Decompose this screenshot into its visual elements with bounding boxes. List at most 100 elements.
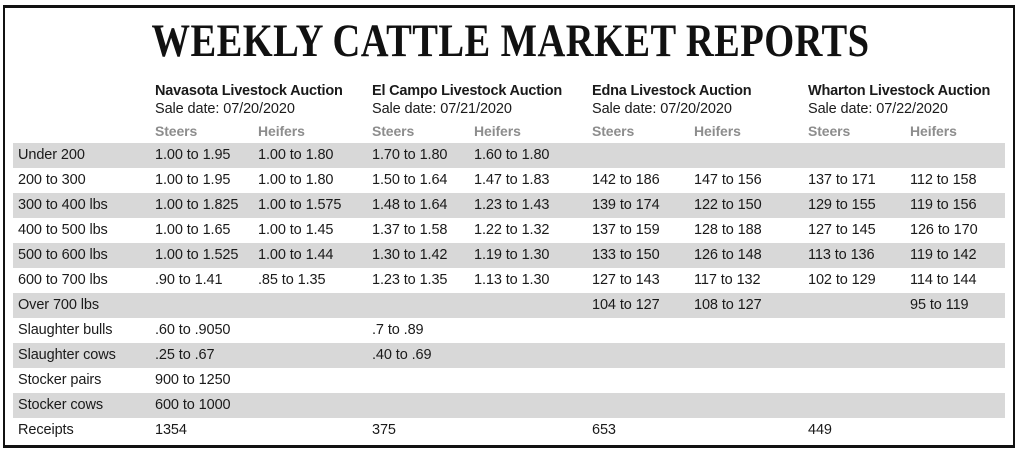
table-row: 300 to 400 lbs 1.00 to 1.825 1.00 to 1.575… <box>0 193 1021 218</box>
row-band <box>13 243 1005 268</box>
auction-name-edna: Edna Livestock Auction <box>592 83 752 99</box>
cell-navasota-steers: .60 to .9050 <box>155 322 231 338</box>
auction-sale-date-elcampo: Sale date: 07/21/2020 <box>372 101 512 117</box>
auction-sale-date-wharton: Sale date: 07/22/2020 <box>808 101 948 117</box>
cell-navasota-steers: 1.00 to 1.825 <box>155 197 239 213</box>
cell-wharton-heifers: 95 to 119 <box>910 297 969 313</box>
auction-sale-date-navasota: Sale date: 07/20/2020 <box>155 101 295 117</box>
cell-wharton-steers: 129 to 155 <box>808 197 876 213</box>
cell-elcampo-heifers: 1.47 to 1.83 <box>474 172 550 188</box>
cell-elcampo-heifers: 1.23 to 1.43 <box>474 197 550 213</box>
cell-elcampo-steers: 1.50 to 1.64 <box>372 172 448 188</box>
cell-elcampo-steers: 1.37 to 1.58 <box>372 222 448 238</box>
row-band <box>13 293 1005 318</box>
cell-edna-heifers: 128 to 188 <box>694 222 762 238</box>
cell-navasota-steers: .90 to 1.41 <box>155 272 223 288</box>
cell-elcampo-steers: 1.70 to 1.80 <box>372 147 448 163</box>
cell-edna-heifers: 122 to 150 <box>694 197 762 213</box>
cell-edna-heifers: 117 to 132 <box>694 272 761 288</box>
table-row: Slaughter cows .25 to .67 .40 to .69 <box>0 343 1021 368</box>
cell-navasota-steers: 1.00 to 1.95 <box>155 147 231 163</box>
cell-edna-steers: 133 to 150 <box>592 247 660 263</box>
row-band <box>13 343 1005 368</box>
column-header-elcampo-heifers: Heifers <box>474 123 521 139</box>
cell-navasota-steers: 1.00 to 1.525 <box>155 247 239 263</box>
cell-edna-steers: 139 to 174 <box>592 197 660 213</box>
cell-edna-steers: 142 to 186 <box>592 172 660 188</box>
cell-wharton-steers: 127 to 145 <box>808 222 876 238</box>
cell-wharton-heifers: 112 to 158 <box>910 172 977 188</box>
column-header-wharton-heifers: Heifers <box>910 123 957 139</box>
table-row: Over 700 lbs 104 to 127 108 to 127 95 to 11… <box>0 293 1021 318</box>
cell-edna-steers: 653 <box>592 422 616 438</box>
cell-wharton-heifers: 126 to 170 <box>910 222 978 238</box>
cell-navasota-steers: 1.00 to 1.95 <box>155 172 231 188</box>
auction-header-elcampo: El Campo Livestock Auction Sale date: 07… <box>372 83 562 118</box>
cell-elcampo-steers: 1.23 to 1.35 <box>372 272 448 288</box>
row-band <box>13 393 1005 418</box>
table-row: Slaughter bulls .60 to .9050 .7 to .89 <box>0 318 1021 343</box>
row-label: Stocker cows <box>18 397 104 413</box>
table-row: 600 to 700 lbs .90 to 1.41 .85 to 1.35 1.23… <box>0 268 1021 293</box>
page-title: WEEKLY CATTLE MARKET REPORTS <box>151 15 870 67</box>
column-header-edna-heifers: Heifers <box>694 123 741 139</box>
table-row: Stocker cows 600 to 1000 <box>0 393 1021 418</box>
row-label: Stocker pairs <box>18 372 102 388</box>
auction-name-elcampo: El Campo Livestock Auction <box>372 83 563 99</box>
cell-elcampo-steers: .7 to .89 <box>372 322 424 338</box>
auction-name-wharton: Wharton Livestock Auction <box>808 83 991 99</box>
cell-wharton-steers: 113 to 136 <box>808 247 875 263</box>
cell-edna-heifers: 108 to 127 <box>694 297 762 313</box>
cell-navasota-heifers: 1.00 to 1.45 <box>258 222 334 238</box>
cell-elcampo-steers: 375 <box>372 422 396 438</box>
cell-edna-heifers: 126 to 148 <box>694 247 762 263</box>
row-label: Receipts <box>18 422 74 438</box>
auction-sale-date-edna: Sale date: 07/20/2020 <box>592 101 732 117</box>
table-row: 500 to 600 lbs 1.00 to 1.525 1.00 to 1.44 1… <box>0 243 1021 268</box>
column-header-wharton-steers: Steers <box>808 123 851 139</box>
column-header-navasota-heifers: Heifers <box>258 123 305 139</box>
row-label: 400 to 500 lbs <box>18 222 108 238</box>
row-label: Slaughter cows <box>18 347 116 363</box>
cell-edna-steers: 104 to 127 <box>592 297 660 313</box>
cell-elcampo-heifers: 1.60 to 1.80 <box>474 147 550 163</box>
cell-edna-steers: 137 to 159 <box>592 222 660 238</box>
row-label: Slaughter bulls <box>18 322 113 338</box>
cell-wharton-heifers: 119 to 156 <box>910 197 977 213</box>
cell-elcampo-steers: .40 to .69 <box>372 347 432 363</box>
table-row: Under 200 1.00 to 1.95 1.00 to 1.80 1.70 to… <box>0 143 1021 168</box>
cell-elcampo-heifers: 1.19 to 1.30 <box>474 247 550 263</box>
column-header-elcampo-steers: Steers <box>372 123 415 139</box>
row-label: Over 700 lbs <box>18 297 100 313</box>
row-label: 600 to 700 lbs <box>18 272 108 288</box>
cell-navasota-steers: 600 to 1000 <box>155 397 231 413</box>
cell-navasota-steers: 900 to 1250 <box>155 372 231 388</box>
cell-wharton-heifers: 114 to 144 <box>910 272 977 288</box>
table-row: Stocker pairs 900 to 1250 <box>0 368 1021 393</box>
cell-wharton-heifers: 119 to 142 <box>910 247 977 263</box>
row-label: 200 to 300 <box>18 172 86 188</box>
auction-name-navasota: Navasota Livestock Auction <box>155 83 343 99</box>
cell-elcampo-heifers: 1.22 to 1.32 <box>474 222 550 238</box>
cell-navasota-heifers: 1.00 to 1.575 <box>258 197 342 213</box>
cell-elcampo-heifers: 1.13 to 1.30 <box>474 272 550 288</box>
cell-navasota-steers: .25 to .67 <box>155 347 215 363</box>
cell-edna-steers: 127 to 143 <box>592 272 660 288</box>
cell-wharton-steers: 102 to 129 <box>808 272 876 288</box>
row-band <box>13 143 1005 168</box>
cell-navasota-heifers: 1.00 to 1.80 <box>258 147 334 163</box>
auction-header-wharton: Wharton Livestock Auction Sale date: 07/… <box>808 83 990 118</box>
auction-header-edna: Edna Livestock Auction Sale date: 07/20/… <box>592 83 752 118</box>
table-row: 400 to 500 lbs 1.00 to 1.65 1.00 to 1.45 1.… <box>0 218 1021 243</box>
row-label: Under 200 <box>18 147 85 163</box>
cell-edna-heifers: 147 to 156 <box>694 172 762 188</box>
cell-wharton-steers: 449 <box>808 422 832 438</box>
market-report-table: Under 200 1.00 to 1.95 1.00 to 1.80 1.70 to… <box>0 143 1021 443</box>
table-row: Receipts 1354 375 653 449 <box>0 418 1021 443</box>
cell-elcampo-steers: 1.48 to 1.64 <box>372 197 448 213</box>
column-header-navasota-steers: Steers <box>155 123 198 139</box>
auction-header-navasota: Navasota Livestock Auction Sale date: 07… <box>155 83 343 118</box>
cell-elcampo-steers: 1.30 to 1.42 <box>372 247 448 263</box>
row-band <box>13 193 1005 218</box>
